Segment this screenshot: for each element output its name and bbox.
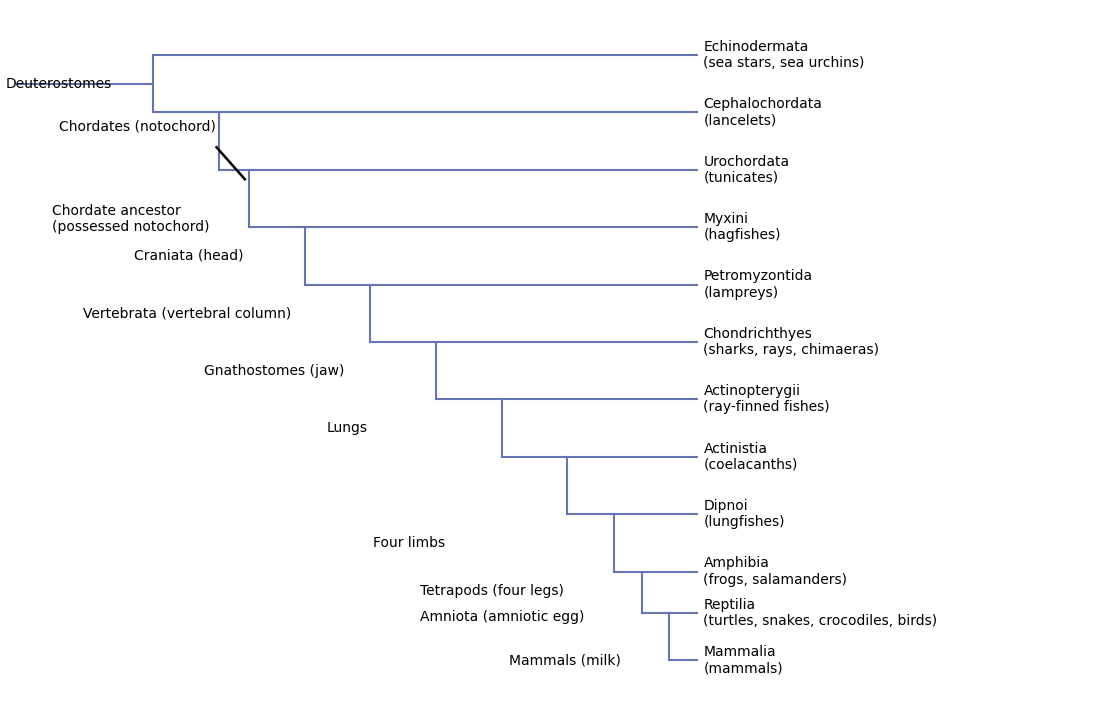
Text: Chordate ancestor
(possessed notochord): Chordate ancestor (possessed notochord): [52, 204, 210, 234]
Text: Amphibia
(frogs, salamanders): Amphibia (frogs, salamanders): [704, 557, 848, 586]
Text: Petromyzontida
(lampreys): Petromyzontida (lampreys): [704, 270, 812, 300]
Text: Cephalochordata
(lancelets): Cephalochordata (lancelets): [704, 97, 822, 128]
Text: Deuterostomes: Deuterostomes: [6, 77, 112, 91]
Text: Actinopterygii
(ray-finned fishes): Actinopterygii (ray-finned fishes): [704, 384, 830, 415]
Text: Urochordata
(tunicates): Urochordata (tunicates): [704, 155, 790, 185]
Text: Dipnoi
(lungfishes): Dipnoi (lungfishes): [704, 499, 785, 529]
Text: Tetrapods (four legs): Tetrapods (four legs): [420, 584, 564, 599]
Text: Myxini
(hagfishes): Myxini (hagfishes): [704, 212, 781, 242]
Text: Actinistia
(coelacanths): Actinistia (coelacanths): [704, 442, 798, 472]
Text: Reptilia
(turtles, snakes, crocodiles, birds): Reptilia (turtles, snakes, crocodiles, b…: [704, 599, 937, 628]
Text: Vertebrata (vertebral column): Vertebrata (vertebral column): [83, 306, 290, 320]
Text: Gnathostomes (jaw): Gnathostomes (jaw): [204, 364, 345, 378]
Text: Four limbs: Four limbs: [373, 536, 446, 550]
Text: Lungs: Lungs: [326, 421, 367, 435]
Text: Craniata (head): Craniata (head): [134, 249, 244, 263]
Text: Amniota (amniotic egg): Amniota (amniotic egg): [420, 611, 584, 625]
Text: Mammalia
(mammals): Mammalia (mammals): [704, 645, 783, 675]
Text: Echinodermata
(sea stars, sea urchins): Echinodermata (sea stars, sea urchins): [704, 40, 865, 70]
Text: Chordates (notochord): Chordates (notochord): [59, 119, 216, 133]
Text: Chondrichthyes
(sharks, rays, chimaeras): Chondrichthyes (sharks, rays, chimaeras): [704, 327, 879, 357]
Text: Mammals (milk): Mammals (milk): [509, 653, 621, 667]
